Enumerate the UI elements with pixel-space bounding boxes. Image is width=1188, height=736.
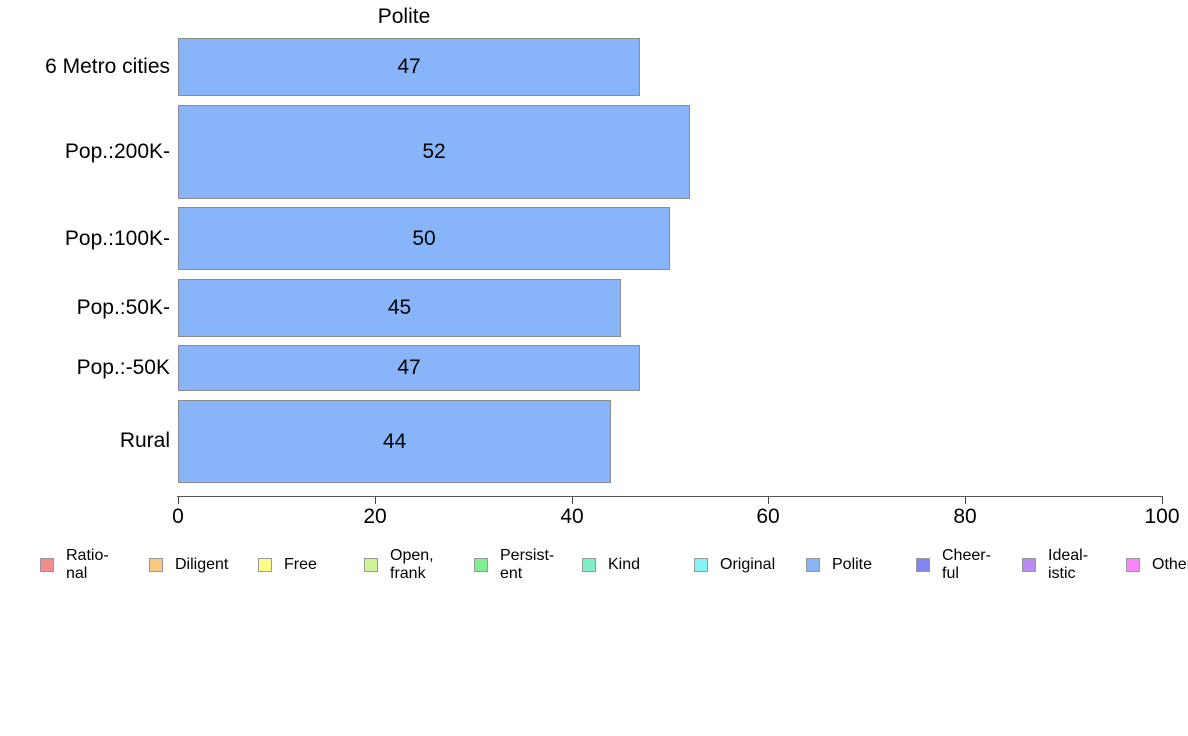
legend-item: Other: [1126, 545, 1188, 585]
x-axis-tick: [1162, 497, 1163, 504]
legend-swatch-icon: [149, 558, 163, 572]
x-axis-tick-label: 60: [756, 505, 780, 528]
bar-value-label: 50: [412, 226, 436, 250]
legend-item-label: Ideal- istic: [1048, 547, 1089, 582]
bar-value-label: 45: [387, 296, 412, 319]
legend-swatch-icon: [916, 558, 930, 572]
legend-item: Original: [694, 545, 775, 585]
x-axis-tick: [178, 497, 179, 504]
legend-item-label: Persist- ent: [500, 547, 555, 582]
legend-item-label: Other: [1152, 556, 1188, 573]
bar: 45: [178, 279, 621, 337]
bar: 50: [178, 207, 670, 270]
x-axis-line: [177, 496, 1163, 497]
x-axis-tick-label: 0: [172, 505, 184, 528]
bar: 44: [178, 400, 611, 483]
legend-item-label: Diligent: [175, 556, 229, 573]
category-label: Pop.:-50K: [76, 356, 170, 379]
legend-item-label: Polite: [832, 556, 873, 573]
x-axis-tick-label: 20: [363, 505, 387, 528]
legend-swatch-icon: [806, 558, 820, 572]
x-axis-tick-label: 80: [953, 505, 977, 528]
category-label: Pop.:100K-: [64, 227, 170, 250]
legend-swatch-icon: [1022, 558, 1036, 572]
legend-item: Ratio- nal: [40, 545, 109, 585]
legend-item: Kind: [582, 545, 640, 585]
legend-item-label: Open, frank: [390, 547, 434, 582]
legend-swatch-icon: [694, 558, 708, 572]
legend-swatch-icon: [364, 558, 378, 572]
category-label: Rural: [119, 429, 170, 452]
x-axis-tick-label: 40: [560, 505, 584, 528]
legend-item: Ideal- istic: [1022, 545, 1088, 585]
legend-item: Cheer- ful: [916, 545, 991, 585]
legend-item: Free: [258, 545, 317, 585]
legend-item-label: Kind: [608, 556, 641, 573]
legend-swatch-icon: [258, 558, 272, 572]
bar-value-label: 52: [422, 140, 446, 163]
x-axis-tick: [965, 497, 966, 504]
legend-swatch-icon: [1126, 558, 1140, 572]
category-label: 6 Metro cities: [45, 55, 170, 78]
bar: 52: [178, 105, 690, 199]
bar: 47: [178, 38, 640, 96]
x-axis-tick: [768, 497, 769, 504]
legend-item: Diligent: [149, 545, 228, 585]
category-label: Pop.:50K-: [76, 296, 170, 319]
legend-item-label: Ratio- nal: [66, 547, 109, 582]
legend-item: Polite: [806, 545, 872, 585]
legend-item-label: Cheer- ful: [942, 547, 991, 582]
legend-swatch-icon: [474, 558, 488, 572]
bar: 47: [178, 345, 640, 391]
bar-value-label: 44: [382, 429, 407, 453]
legend-item-label: Original: [720, 556, 776, 573]
legend-swatch-icon: [582, 558, 596, 572]
bar-value-label: 47: [397, 55, 421, 78]
x-axis-tick-label: 100: [1144, 505, 1180, 528]
bar-value-label: 47: [397, 356, 421, 379]
legend-item: Persist- ent: [474, 545, 554, 585]
category-label: Pop.:200K-: [64, 140, 170, 163]
x-axis-tick: [572, 497, 573, 504]
legend-item: Open, frank: [364, 545, 434, 585]
legend-item-label: Free: [284, 556, 317, 573]
x-axis-tick: [375, 497, 376, 504]
legend-swatch-icon: [40, 558, 54, 572]
chart-title: Polite: [377, 5, 431, 28]
